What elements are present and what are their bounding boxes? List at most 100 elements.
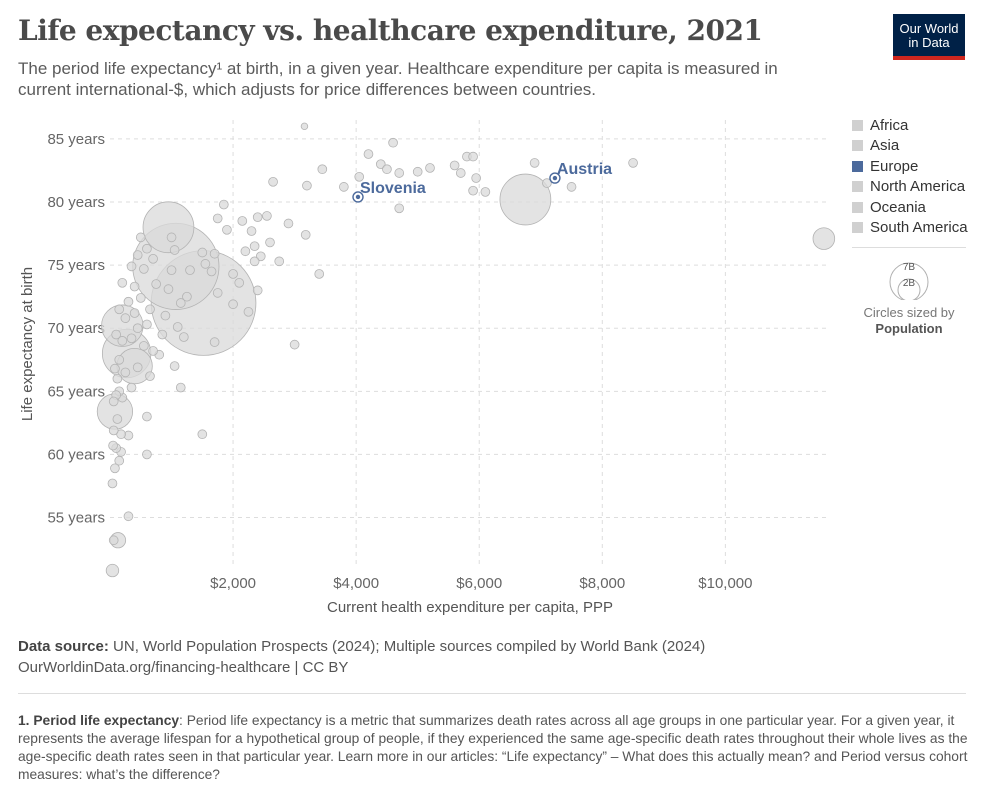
data-point[interactable] — [243, 306, 254, 317]
data-point[interactable] — [468, 185, 478, 196]
data-point[interactable] — [302, 180, 312, 191]
data-point[interactable] — [206, 266, 217, 277]
data-point[interactable] — [142, 449, 152, 460]
data-point[interactable] — [120, 367, 131, 378]
data-point[interactable] — [108, 535, 119, 546]
data-point[interactable] — [268, 177, 278, 187]
data-point[interactable] — [394, 168, 405, 178]
data-point[interactable] — [108, 440, 118, 451]
data-point[interactable] — [123, 296, 134, 307]
data-point[interactable] — [300, 122, 309, 131]
data-point[interactable] — [249, 241, 260, 252]
data-point[interactable] — [175, 382, 186, 393]
data-point[interactable] — [117, 277, 128, 288]
data-point[interactable] — [468, 151, 478, 162]
data-point[interactable] — [175, 298, 186, 308]
data-point[interactable] — [240, 246, 251, 257]
data-point[interactable] — [274, 256, 285, 267]
data-point[interactable] — [145, 304, 155, 315]
legend-item-south-america[interactable]: South America — [852, 218, 968, 239]
data-point[interactable] — [132, 250, 143, 260]
data-point[interactable] — [135, 293, 146, 303]
data-point[interactable] — [111, 329, 121, 340]
data-point[interactable] — [628, 158, 638, 168]
data-point[interactable] — [166, 265, 177, 276]
data-point[interactable] — [265, 237, 275, 248]
data-point[interactable] — [142, 243, 152, 254]
data-point[interactable] — [110, 363, 120, 374]
source-link[interactable]: OurWorldinData.org/financing-healthcare … — [18, 659, 349, 676]
legend-item-oceania[interactable]: Oceania — [852, 197, 968, 218]
data-point[interactable] — [283, 218, 294, 229]
data-point[interactable] — [142, 319, 152, 330]
data-point[interactable] — [151, 279, 161, 289]
data-point[interactable] — [148, 253, 158, 264]
data-point[interactable] — [228, 269, 238, 279]
data-point[interactable] — [129, 281, 140, 292]
data-point[interactable] — [354, 171, 365, 182]
data-point[interactable] — [123, 511, 134, 522]
data-point[interactable] — [132, 362, 143, 373]
data-point[interactable] — [363, 149, 374, 159]
data-point[interactable] — [126, 382, 137, 393]
data-point[interactable] — [255, 251, 266, 262]
data-point[interactable] — [169, 361, 180, 371]
data-point[interactable] — [499, 173, 552, 226]
owid-logo[interactable]: Our World in Data — [893, 14, 965, 60]
data-point[interactable] — [105, 563, 120, 578]
data-point[interactable] — [142, 411, 152, 422]
data-point[interactable] — [252, 285, 263, 296]
data-point[interactable] — [114, 354, 125, 365]
data-point[interactable] — [339, 182, 349, 192]
data-point[interactable] — [209, 248, 220, 259]
scatter-plot[interactable]: 55 years 60 years 65 years 70 years 75 years… — [0, 0, 984, 630]
data-point[interactable] — [289, 339, 300, 350]
data-point[interactable] — [566, 182, 577, 192]
data-point[interactable] — [126, 261, 137, 272]
data-point[interactable] — [480, 187, 491, 197]
data-point[interactable] — [182, 291, 192, 302]
data-point[interactable] — [425, 163, 435, 173]
data-point[interactable] — [107, 478, 118, 489]
data-point[interactable] — [234, 277, 245, 288]
data-point[interactable] — [117, 336, 128, 346]
data-point[interactable] — [200, 259, 211, 269]
data-point[interactable] — [148, 346, 158, 356]
data-point[interactable] — [382, 164, 392, 175]
data-point[interactable] — [542, 178, 552, 188]
data-point[interactable] — [252, 212, 263, 222]
data-point[interactable] — [179, 332, 189, 342]
data-point[interactable] — [197, 247, 208, 258]
data-point[interactable] — [412, 166, 423, 177]
data-point[interactable] — [317, 164, 328, 175]
data-point[interactable] — [135, 232, 146, 243]
data-point[interactable] — [172, 322, 183, 332]
data-point[interactable] — [262, 211, 272, 221]
legend-item-asia[interactable]: Asia — [852, 136, 968, 157]
data-point[interactable] — [185, 265, 195, 276]
data-point[interactable] — [160, 310, 171, 321]
data-point[interactable] — [112, 373, 123, 384]
data-point[interactable] — [300, 230, 311, 240]
data-point[interactable] — [209, 337, 220, 347]
data-point[interactable] — [108, 396, 119, 407]
data-point[interactable] — [219, 199, 229, 210]
data-point[interactable] — [139, 341, 149, 351]
legend-item-africa[interactable]: Africa — [852, 115, 968, 136]
data-point[interactable] — [449, 160, 460, 171]
data-point[interactable] — [142, 201, 195, 254]
data-point[interactable] — [471, 173, 481, 183]
data-point[interactable] — [314, 269, 325, 279]
highlight-label[interactable]: Austria — [557, 161, 612, 178]
data-point[interactable] — [112, 414, 123, 424]
data-point[interactable] — [114, 304, 125, 315]
data-point[interactable] — [145, 371, 155, 382]
data-point[interactable] — [120, 313, 131, 323]
data-point[interactable] — [132, 323, 143, 334]
data-point[interactable] — [394, 203, 405, 214]
data-point[interactable] — [169, 245, 180, 255]
size-legend-variable[interactable]: Population — [875, 321, 943, 336]
data-point[interactable] — [222, 224, 232, 235]
highlight-label[interactable]: Slovenia — [360, 180, 426, 197]
data-point[interactable] — [529, 158, 540, 168]
